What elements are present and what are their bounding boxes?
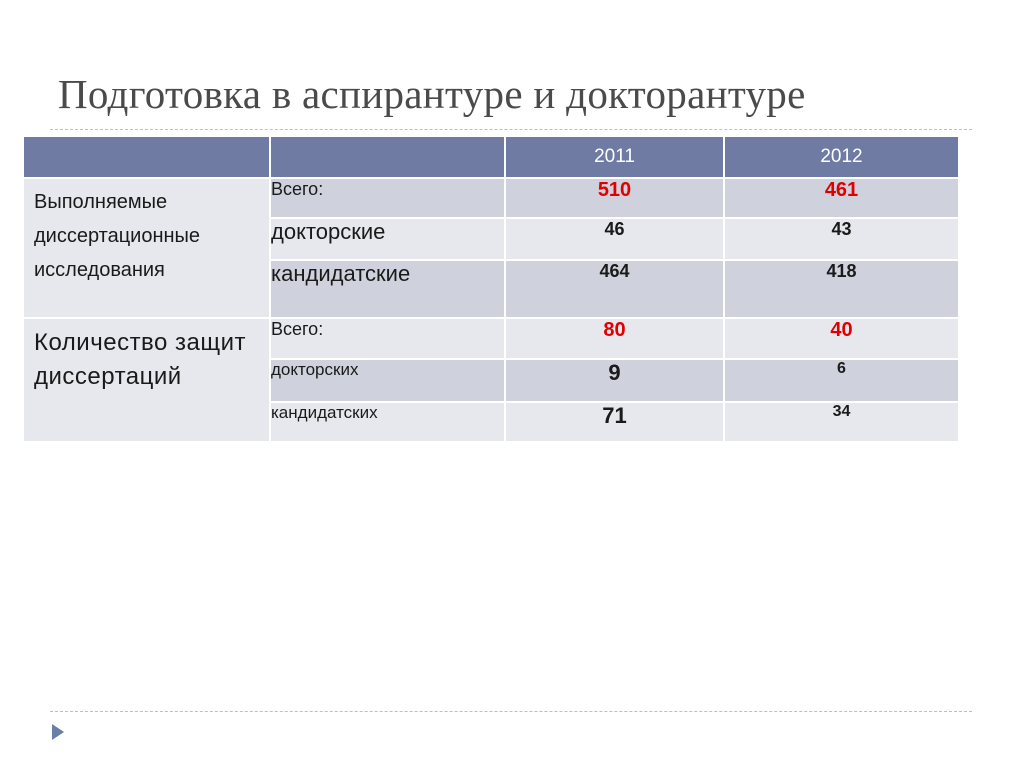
row-label: докторские bbox=[271, 219, 506, 261]
table-header-row: 2011 2012 bbox=[24, 137, 960, 179]
header-cell-2012: 2012 bbox=[725, 137, 960, 179]
table-row: докторских 9 6 bbox=[24, 360, 960, 403]
value-2011: 464 bbox=[506, 261, 725, 319]
value-2012: 40 bbox=[725, 319, 960, 360]
value-2012: 43 bbox=[725, 219, 960, 261]
value-2011: 9 bbox=[506, 360, 725, 403]
header-cell-group bbox=[24, 137, 271, 179]
table-row: кандидатских 71 34 bbox=[24, 403, 960, 443]
value-2012: 34 bbox=[725, 403, 960, 443]
row-label: Всего: bbox=[271, 319, 506, 360]
value-2011: 46 bbox=[506, 219, 725, 261]
row-label: Всего: bbox=[271, 179, 506, 219]
row-label: кандидатские bbox=[271, 261, 506, 319]
value-2012: 418 bbox=[725, 261, 960, 319]
data-table: 2011 2012 Выполняемые диссертационные ис… bbox=[24, 137, 960, 443]
table-row: докторские 46 43 bbox=[24, 219, 960, 261]
table-row: Количество защит диссертаций Всего: 80 4… bbox=[24, 319, 960, 443]
header-cell-2011: 2011 bbox=[506, 137, 725, 179]
header-cell-category bbox=[271, 137, 506, 179]
title-divider bbox=[50, 129, 972, 130]
triangle-right-icon bbox=[52, 724, 64, 740]
group-label-dissertations: Выполняемые диссертационные исследования bbox=[24, 179, 271, 319]
table-row: кандидатские 464 418 bbox=[24, 261, 960, 319]
row-label: кандидатских bbox=[271, 403, 506, 443]
value-2011: 80 bbox=[506, 319, 725, 360]
footer-divider bbox=[50, 711, 972, 712]
value-2011: 510 bbox=[506, 179, 725, 219]
slide-title: Подготовка в аспирантуре и докторантуре bbox=[58, 71, 806, 117]
table-row: Выполняемые диссертационные исследования… bbox=[24, 179, 960, 319]
value-2012: 461 bbox=[725, 179, 960, 219]
value-2012: 6 bbox=[725, 360, 960, 403]
row-label: докторских bbox=[271, 360, 506, 403]
group-label-defenses: Количество защит диссертаций bbox=[24, 319, 271, 443]
value-2011: 71 bbox=[506, 403, 725, 443]
